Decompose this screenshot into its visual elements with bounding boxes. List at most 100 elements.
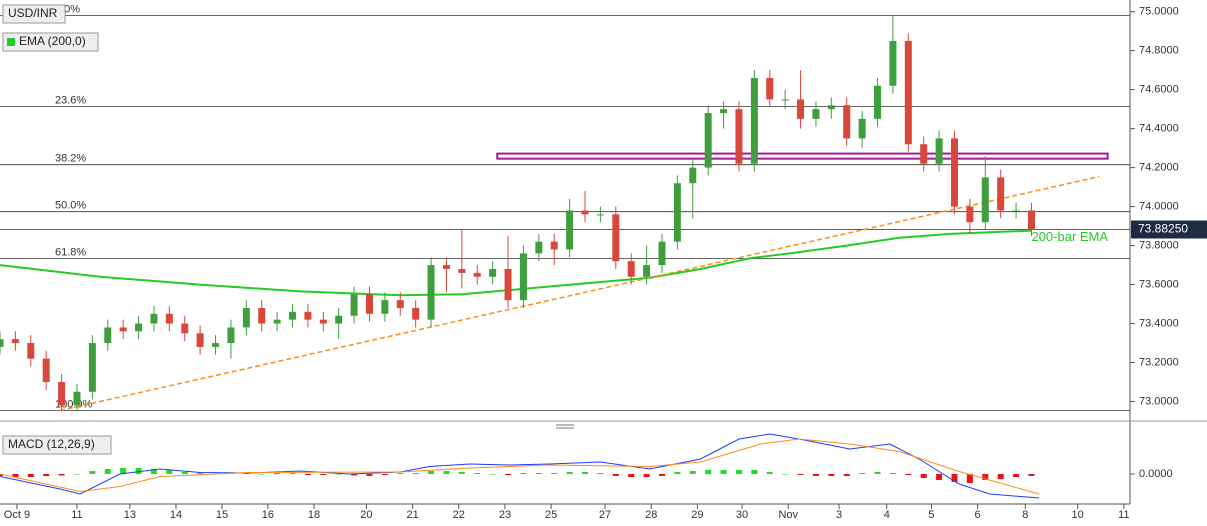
histogram-bar xyxy=(828,474,835,476)
histogram-bar xyxy=(643,474,650,477)
histogram-bar xyxy=(150,469,157,474)
candle-body xyxy=(704,113,712,168)
histogram-bar xyxy=(889,473,896,474)
x-tick-label: 20 xyxy=(360,509,372,521)
histogram-bar xyxy=(582,472,589,474)
legend-box xyxy=(2,4,66,24)
y-tick-label: 73.4000 xyxy=(1139,317,1179,329)
candle-body xyxy=(858,118,866,139)
histogram-bar xyxy=(443,471,450,474)
candle-body xyxy=(950,138,958,207)
resize-grip[interactable] xyxy=(556,424,574,429)
candle-body xyxy=(550,241,558,250)
candle-body xyxy=(889,40,897,86)
candle-body xyxy=(504,268,512,301)
candle-body xyxy=(381,300,389,314)
candle-body xyxy=(673,183,681,242)
candle-body xyxy=(920,144,928,164)
price-label: 73.88250 xyxy=(1138,222,1188,236)
candle-body xyxy=(997,177,1005,211)
y-tick-label: 74.0000 xyxy=(1139,201,1179,213)
fib-label: 61.8% xyxy=(55,247,86,259)
histogram-bar xyxy=(551,473,558,474)
candle-body xyxy=(473,272,481,277)
resistance-zone xyxy=(496,152,1109,160)
histogram-bar xyxy=(397,473,404,474)
candle-body xyxy=(335,315,343,324)
histogram-bar xyxy=(997,474,1004,479)
legend-swatch xyxy=(7,38,15,46)
histogram-bar xyxy=(412,473,419,474)
candle-body xyxy=(766,77,774,100)
y-tick-label: 75.0000 xyxy=(1139,6,1179,18)
annotation: 200-bar EMA xyxy=(1031,229,1108,244)
candle-body xyxy=(11,339,19,344)
histogram-bar xyxy=(258,474,265,475)
histogram-bar xyxy=(1013,474,1020,477)
x-tick-label: 15 xyxy=(216,509,228,521)
histogram-bar xyxy=(535,473,542,474)
x-tick-label: 3 xyxy=(836,509,842,521)
histogram-bar xyxy=(12,474,19,477)
histogram-bar xyxy=(289,473,296,474)
y-tick-label: 74.4000 xyxy=(1139,123,1179,135)
histogram-bar xyxy=(428,471,435,474)
histogram-bar xyxy=(73,474,80,475)
candle-body xyxy=(827,105,835,110)
candle-body xyxy=(750,77,758,164)
x-tick-label: Nov xyxy=(778,509,798,521)
candle-body xyxy=(966,206,974,223)
candle-body xyxy=(904,40,912,145)
legend-title: MACD (12,26,9) xyxy=(8,437,95,451)
histogram-bar xyxy=(351,474,358,476)
candle-body xyxy=(0,339,4,347)
candle-body xyxy=(289,311,297,320)
x-tick-label: 5 xyxy=(928,509,934,521)
histogram-bar xyxy=(859,473,866,474)
histogram-bar xyxy=(597,473,604,474)
candle-body xyxy=(135,323,143,332)
histogram-bar xyxy=(474,473,481,474)
histogram-bar xyxy=(982,474,989,480)
histogram-bar xyxy=(628,474,635,477)
trendline xyxy=(59,175,1100,412)
candle-body xyxy=(735,109,743,164)
histogram-bar xyxy=(920,474,927,478)
candle-body xyxy=(535,241,543,254)
candle-body xyxy=(104,327,112,344)
y-tick-label: 0.0000 xyxy=(1139,468,1173,480)
candle-body xyxy=(612,214,620,262)
x-tick-label: 6 xyxy=(975,509,981,521)
histogram-bar xyxy=(689,471,696,474)
x-tick-label: 29 xyxy=(691,509,703,521)
histogram-bar xyxy=(89,471,96,474)
candle-body xyxy=(442,265,450,269)
x-tick-label: 13 xyxy=(124,509,136,521)
histogram-bar xyxy=(951,474,958,482)
candle-body xyxy=(797,99,805,119)
histogram-bar xyxy=(381,474,388,475)
histogram-bar xyxy=(0,474,3,476)
legend: USD/INR EMA (200,0) MACD (12,26,9) xyxy=(2,4,112,455)
histogram-bar xyxy=(243,473,250,474)
candle-body xyxy=(643,265,651,277)
candle-body xyxy=(627,261,635,277)
histogram-bar xyxy=(304,474,311,475)
candle-body xyxy=(119,327,127,332)
candle-body xyxy=(412,307,420,320)
y-tick-label: 73.2000 xyxy=(1139,356,1179,368)
histogram-bar xyxy=(58,474,65,476)
histogram-bar xyxy=(120,468,127,474)
candle-body xyxy=(242,307,250,328)
candle-body xyxy=(812,109,820,119)
fib-label: 38.2% xyxy=(55,153,86,165)
candle-body xyxy=(273,319,281,324)
candle-body xyxy=(519,253,527,301)
candle-body xyxy=(258,307,266,324)
candle-body xyxy=(1012,210,1020,212)
histogram-bar xyxy=(489,474,496,475)
histogram-bar xyxy=(936,474,943,480)
candle-body xyxy=(658,241,666,266)
